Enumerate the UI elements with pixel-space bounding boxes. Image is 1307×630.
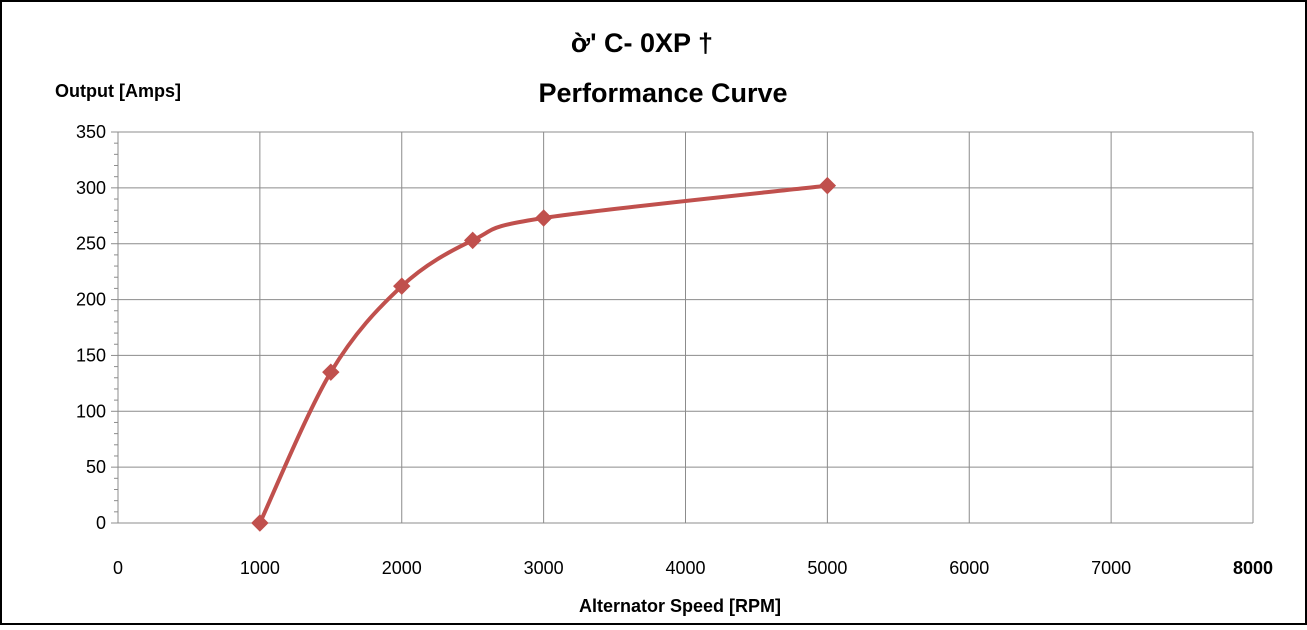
y-tick-label: 200 (76, 290, 106, 310)
y-tick-label: 350 (76, 122, 106, 142)
series-line (257, 183, 830, 525)
x-tick-label: 3000 (524, 558, 564, 578)
y-tick-label: 100 (76, 401, 106, 421)
x-tick-label: 6000 (949, 558, 989, 578)
x-tick-label: 5000 (807, 558, 847, 578)
y-tick-label: 300 (76, 178, 106, 198)
y-tick-label: 0 (96, 513, 106, 533)
x-tick-label: 4000 (665, 558, 705, 578)
y-tick-label: 250 (76, 234, 106, 254)
x-tick-label: 2000 (382, 558, 422, 578)
data-point-marker (534, 209, 553, 227)
series-layer (251, 176, 837, 532)
x-tick-label: 7000 (1091, 558, 1131, 578)
x-axis-title: Alternator Speed [RPM] (579, 596, 781, 616)
grid-layer (118, 131, 1254, 524)
tick-label-layer: 0 50 100 150 200 250 300 350 0 1000 2000 3000 4000 50… (76, 122, 1273, 578)
data-point-marker (393, 277, 411, 295)
x-tick-label: 8000 (1233, 558, 1273, 578)
x-tick-label: 0 (113, 558, 123, 578)
axis-layer (111, 131, 119, 524)
chart-subtitle: Performance Curve (538, 78, 787, 108)
data-point-marker (322, 363, 340, 381)
data-point-marker (463, 231, 482, 250)
chart-title: ờ' C- 0XP † (571, 28, 713, 58)
y-axis-title: Output [Amps] (55, 81, 181, 101)
y-tick-label: 50 (86, 457, 106, 477)
data-point-marker (251, 514, 269, 532)
x-tick-label: 1000 (240, 558, 280, 578)
data-point-marker (818, 176, 837, 195)
y-tick-label: 150 (76, 345, 106, 365)
